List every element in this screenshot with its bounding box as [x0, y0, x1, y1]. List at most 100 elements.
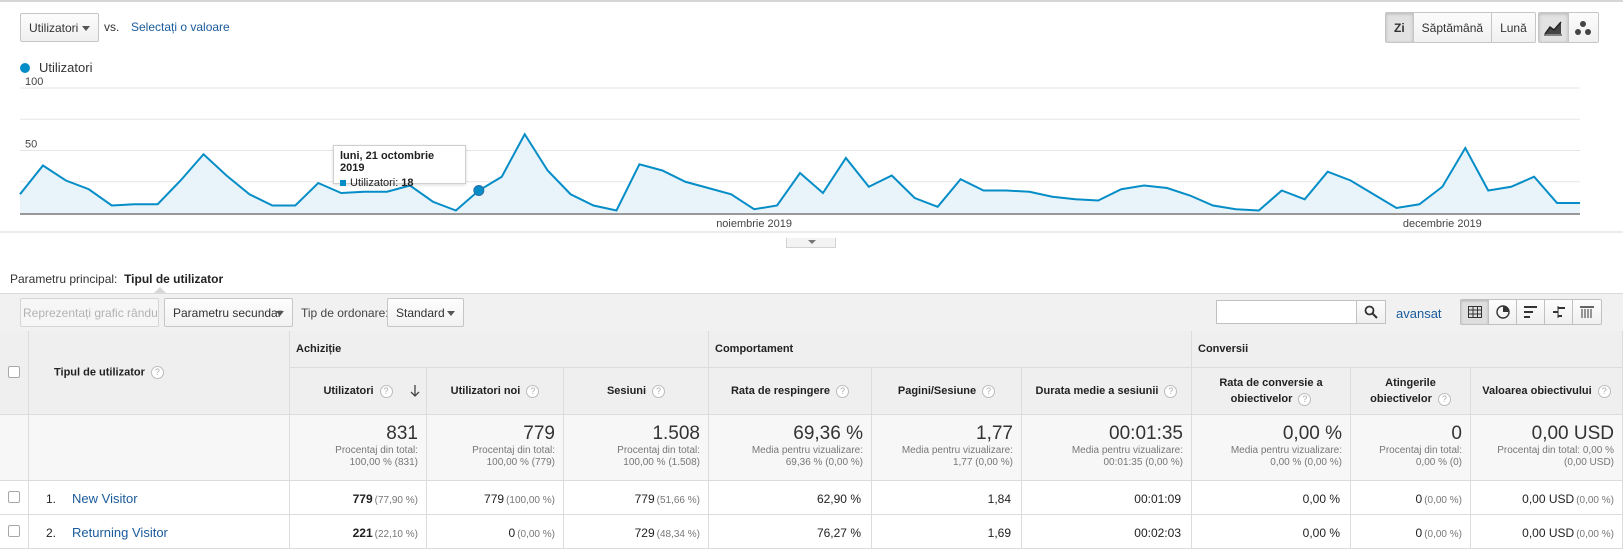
percentage-view-button[interactable] — [1489, 300, 1517, 324]
help-icon[interactable]: ? — [379, 384, 393, 398]
totals-sub-value: (0,00 USD) — [1563, 457, 1614, 468]
table-cell: 62,90 % — [709, 481, 872, 515]
help-icon[interactable]: ? — [1437, 392, 1451, 406]
period-month-button[interactable]: Lună — [1492, 13, 1535, 42]
row-number: 1. — [46, 492, 57, 506]
period-week-button[interactable]: Săptămână — [1413, 13, 1493, 42]
cell-percent: (0,00 %) — [517, 529, 555, 540]
totals-sub-label: Procentaj din total: — [617, 445, 700, 456]
collapse-chart-handle[interactable] — [786, 238, 836, 248]
secondary-dimension-dropdown[interactable]: Parametru secundar — [164, 298, 293, 327]
pivot-view-button[interactable] — [1573, 300, 1601, 324]
column-header-bounce-rate[interactable]: Rata de respingere? — [709, 368, 872, 415]
period-day-button[interactable]: Zi — [1386, 13, 1414, 42]
totals-cell: 00:01:35 Media pentru vizualizare: 00:01… — [1022, 415, 1192, 481]
row-checkbox[interactable] — [8, 525, 20, 537]
cell-value: 0,00 USD — [1522, 492, 1575, 506]
totals-cell: 69,36 % Media pentru vizualizare: 69,36 … — [709, 415, 872, 481]
column-header-goal-completions[interactable]: Atingerile obiectivelor? — [1351, 368, 1471, 415]
y-tick-label: 50 — [25, 139, 37, 151]
tooltip-series-label: Utilizatori: — [350, 177, 399, 189]
help-icon[interactable]: ? — [982, 384, 996, 398]
chart-type-selector — [1538, 12, 1599, 43]
dimension-header-label: Tipul de utilizator — [54, 366, 145, 379]
help-icon[interactable]: ? — [1298, 392, 1312, 406]
cell-value: 779 — [484, 492, 505, 506]
column-header-users[interactable]: Utilizatori? — [290, 368, 427, 415]
x-tick-label: noiembrie 2019 — [716, 218, 792, 230]
column-header-label: Utilizatori — [323, 385, 374, 397]
line-chart-icon — [1544, 21, 1563, 35]
motion-chart-button[interactable] — [1568, 13, 1598, 42]
totals-cell: 0 Procentaj din total: 0,00 % (0) — [1351, 415, 1471, 481]
totals-sub-label: Media pentru vizualizare: — [901, 445, 1013, 456]
column-header-label: Sesiuni — [606, 385, 647, 397]
column-header-label: Valoarea obiectivului — [1482, 385, 1592, 397]
comparison-icon — [1552, 306, 1565, 318]
cell-value: 729 — [634, 526, 655, 540]
plot-rows-button[interactable]: Reprezentați grafic rândurile — [20, 298, 159, 327]
sort-type-dropdown[interactable]: Standard — [387, 298, 464, 327]
column-header-avg-session-duration[interactable]: Durata medie a sesiunii? — [1022, 368, 1192, 415]
sort-type-label: Tip de ordonare: — [301, 306, 389, 320]
column-header-sessions[interactable]: Sesiuni? — [564, 368, 709, 415]
help-icon[interactable]: ? — [836, 384, 850, 398]
metric-select[interactable]: Utilizatori — [20, 13, 99, 42]
column-header-goal-value[interactable]: Valoarea obiectivului? — [1471, 368, 1623, 415]
series-line — [19, 132, 1580, 212]
totals-sub-value: 1,77 (0,00 %) — [952, 457, 1013, 468]
totals-value: 831 — [386, 423, 418, 444]
table-cell: 0 (0,00 %) — [427, 515, 564, 549]
comparison-view-button[interactable] — [1545, 300, 1573, 324]
row-checkbox[interactable] — [8, 491, 20, 503]
cell-value: 0,00 % — [1302, 526, 1340, 540]
column-header-label: Durata medie a sesiunii — [1035, 385, 1159, 397]
help-icon[interactable]: ? — [652, 384, 666, 398]
row-checkbox-cell — [0, 515, 29, 549]
select-all-checkbox[interactable] — [8, 366, 20, 378]
cell-percent: (51,66 %) — [656, 495, 700, 506]
legend-label: Utilizatori — [39, 60, 93, 75]
primary-dimension: Parametru principal: Tipul de utilizator — [10, 272, 223, 286]
column-header-goal-conversion-rate[interactable]: Rata de conversie a obiectivelor? — [1192, 368, 1351, 415]
data-table: Tipul de utilizator? Achiziție Comportam… — [0, 331, 1623, 553]
dimension-column-header[interactable]: Tipul de utilizator? — [29, 331, 290, 415]
data-table-view-button[interactable] — [1461, 300, 1489, 324]
cell-value: 76,27 % — [816, 526, 861, 540]
bar-chart-icon — [1523, 306, 1537, 318]
cell-value: 1,69 — [987, 526, 1011, 540]
secondary-dimension-label: Parametru secundar — [173, 306, 282, 320]
cell-value: 0 — [1415, 526, 1423, 540]
advanced-filter-link[interactable]: avansat — [1396, 306, 1442, 321]
sort-type-value: Standard — [396, 306, 445, 320]
help-icon[interactable]: ? — [150, 366, 164, 379]
table-cell: 0 (0,00 %) — [1351, 515, 1471, 549]
help-icon[interactable]: ? — [526, 384, 540, 398]
help-icon[interactable]: ? — [1164, 384, 1178, 398]
totals-cell: 1.508 Procentaj din total: 100,00 % (1.5… — [564, 415, 709, 481]
compare-metric-link[interactable]: Selectați o valoare — [131, 20, 230, 34]
metric-select-label: Utilizatori — [29, 21, 79, 35]
primary-dimension-value[interactable]: Tipul de utilizator — [124, 272, 224, 286]
column-header-new-users[interactable]: Utilizatori noi? — [427, 368, 564, 415]
help-icon[interactable]: ? — [1597, 384, 1611, 398]
chart-tooltip: luni, 21 octombrie 2019 Utilizatori: 18 — [333, 145, 466, 189]
table-row: 1. New Visitor — [29, 481, 290, 515]
search-button[interactable] — [1357, 300, 1386, 324]
table-search-input[interactable] — [1216, 300, 1357, 324]
highlighted-data-point[interactable] — [473, 185, 485, 196]
totals-sub-value: 00:01:35 (0,00 %) — [1103, 457, 1184, 468]
column-header-pages-per-session[interactable]: Pagini/Sesiune? — [872, 368, 1022, 415]
table-cell: 1,69 — [872, 515, 1022, 549]
totals-sub-label: Procentaj din total: — [335, 445, 418, 456]
line-chart-button[interactable] — [1539, 13, 1569, 42]
performance-view-button[interactable] — [1517, 300, 1545, 324]
cell-value: 221 — [352, 526, 373, 540]
cell-value: 779 — [634, 492, 655, 506]
y-tick-label: 100 — [25, 76, 43, 88]
table-cell: 76,27 % — [709, 515, 872, 549]
table-view-selector — [1460, 299, 1602, 325]
row-dimension-link[interactable]: Returning Visitor — [72, 525, 168, 540]
row-dimension-link[interactable]: New Visitor — [72, 491, 138, 506]
group-header-conversions: Conversii — [1192, 331, 1623, 368]
